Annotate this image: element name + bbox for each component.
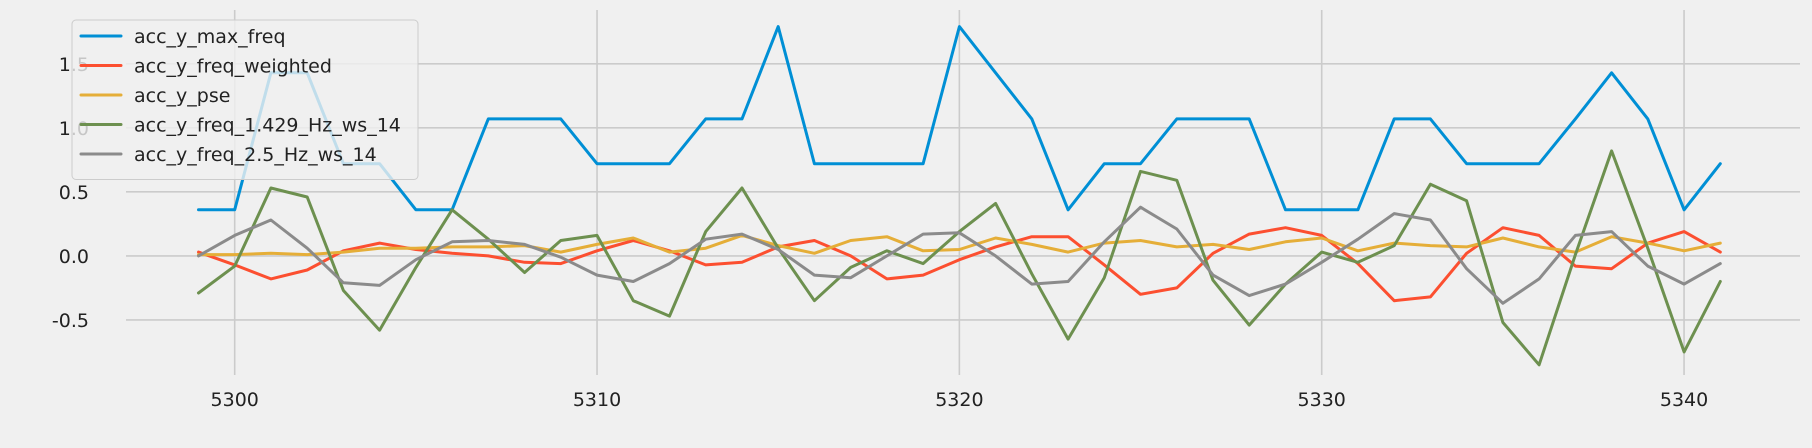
- legend-label: acc_y_freq_2.5_Hz_ws_14: [134, 144, 377, 166]
- y-tick-label: 0.5: [59, 182, 89, 204]
- legend-label: acc_y_max_freq: [134, 26, 286, 48]
- plot-area: [197, 25, 1722, 367]
- x-tick-label: 5320: [935, 389, 983, 411]
- x-tick-label: 5300: [211, 389, 259, 411]
- series-line: [197, 226, 1722, 303]
- x-tick-label: 5310: [573, 389, 621, 411]
- series-line: [197, 205, 1722, 305]
- x-tick-label: 5330: [1298, 389, 1346, 411]
- y-tick-label: 0.0: [59, 246, 89, 268]
- legend-label: acc_y_freq_weighted: [134, 56, 332, 78]
- series-line: [197, 233, 1722, 257]
- x-tick-label: 5340: [1660, 389, 1708, 411]
- y-tick-label: -0.5: [52, 310, 89, 332]
- legend-box: [71, 19, 419, 180]
- legend: acc_y_max_freq acc_y_freq_weighted acc_y_p…: [71, 19, 419, 180]
- legend-label: acc_y_freq_1.429_Hz_ws_14: [134, 115, 401, 137]
- x-axis: 5300 5310 5320 5330 5340: [211, 389, 1709, 411]
- legend-label: acc_y_pse: [134, 85, 230, 107]
